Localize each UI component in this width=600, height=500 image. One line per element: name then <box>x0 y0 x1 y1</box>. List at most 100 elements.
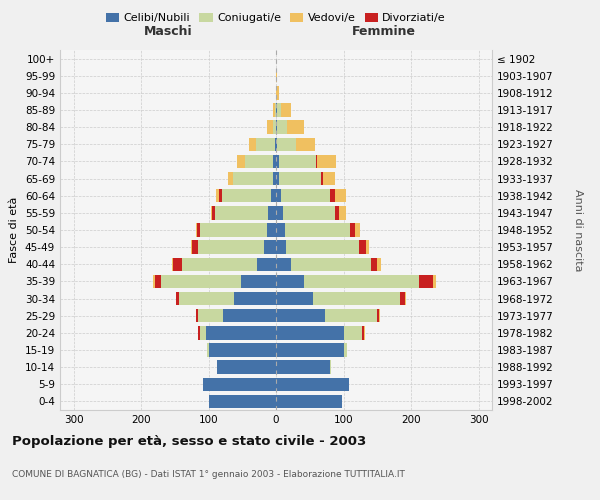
Bar <box>405 292 406 306</box>
Bar <box>276 326 343 340</box>
Bar <box>321 172 323 186</box>
Bar <box>155 274 161 288</box>
Bar <box>276 206 283 220</box>
Bar <box>216 189 218 202</box>
Bar <box>182 258 257 271</box>
Bar <box>153 274 155 288</box>
Bar <box>276 258 291 271</box>
Bar <box>275 138 276 151</box>
Bar <box>278 154 316 168</box>
Bar <box>343 344 347 356</box>
Bar <box>287 120 304 134</box>
Bar <box>191 240 193 254</box>
Bar <box>355 224 361 236</box>
Bar <box>419 274 433 288</box>
Bar <box>276 138 277 151</box>
Bar <box>200 224 266 236</box>
Bar <box>192 240 198 254</box>
Bar <box>377 258 380 271</box>
Bar <box>362 326 364 340</box>
Bar <box>280 172 321 186</box>
Bar <box>207 344 209 356</box>
Text: Femmine: Femmine <box>352 25 416 38</box>
Bar <box>172 258 173 271</box>
Bar <box>323 172 335 186</box>
Bar <box>272 172 276 186</box>
Bar <box>274 154 276 168</box>
Bar <box>257 258 276 271</box>
Bar <box>276 292 313 306</box>
Bar <box>197 224 200 236</box>
Bar <box>291 258 371 271</box>
Text: COMUNE DI BAGNATICA (BG) - Dati ISTAT 1° gennaio 2003 - Elaborazione TUTTITALIA.: COMUNE DI BAGNATICA (BG) - Dati ISTAT 1°… <box>12 470 405 479</box>
Bar <box>211 206 212 220</box>
Y-axis label: Fasce di età: Fasce di età <box>10 197 19 263</box>
Bar <box>377 309 379 322</box>
Bar <box>343 326 362 340</box>
Bar <box>359 240 366 254</box>
Bar <box>196 309 198 322</box>
Bar <box>276 154 278 168</box>
Bar <box>335 189 346 202</box>
Bar <box>206 326 276 340</box>
Bar <box>286 240 359 254</box>
Bar <box>277 104 281 117</box>
Bar <box>276 172 280 186</box>
Bar <box>266 224 276 236</box>
Bar <box>264 240 276 254</box>
Bar <box>364 326 365 340</box>
Y-axis label: Anni di nascita: Anni di nascita <box>573 188 583 271</box>
Bar <box>271 189 276 202</box>
Bar <box>316 154 317 168</box>
Bar <box>330 189 335 202</box>
Bar <box>371 258 377 271</box>
Bar <box>273 104 275 117</box>
Bar <box>198 240 264 254</box>
Bar <box>276 240 286 254</box>
Text: Maschi: Maschi <box>143 25 193 38</box>
Bar <box>256 138 275 151</box>
Bar <box>304 274 419 288</box>
Bar <box>268 206 276 220</box>
Bar <box>276 86 280 100</box>
Bar <box>233 172 272 186</box>
Bar <box>209 394 276 408</box>
Bar <box>366 240 369 254</box>
Bar <box>203 378 276 391</box>
Bar <box>281 189 330 202</box>
Bar <box>335 206 339 220</box>
Bar <box>199 326 200 340</box>
Bar <box>200 326 206 340</box>
Bar <box>276 189 281 202</box>
Bar <box>245 154 274 168</box>
Bar <box>276 378 349 391</box>
Bar <box>215 206 268 220</box>
Bar <box>339 206 346 220</box>
Bar <box>179 292 234 306</box>
Bar <box>222 189 271 202</box>
Bar <box>241 274 276 288</box>
Bar <box>176 292 179 306</box>
Bar <box>276 274 304 288</box>
Bar <box>276 69 277 82</box>
Bar <box>173 258 182 271</box>
Bar <box>275 104 276 117</box>
Bar <box>296 138 315 151</box>
Bar <box>209 344 276 356</box>
Bar <box>276 120 277 134</box>
Bar <box>276 224 286 236</box>
Bar <box>325 309 377 322</box>
Bar <box>161 274 241 288</box>
Bar <box>276 344 343 356</box>
Bar <box>330 360 331 374</box>
Legend: Celibi/Nubili, Coniugati/e, Vedovi/e, Divorziati/e: Celibi/Nubili, Coniugati/e, Vedovi/e, Di… <box>101 8 451 28</box>
Bar <box>277 120 287 134</box>
Bar <box>379 309 380 322</box>
Bar <box>217 360 276 374</box>
Bar <box>237 154 245 168</box>
Bar <box>276 360 330 374</box>
Bar <box>267 120 272 134</box>
Bar <box>317 154 336 168</box>
Bar <box>234 292 276 306</box>
Bar <box>249 138 256 151</box>
